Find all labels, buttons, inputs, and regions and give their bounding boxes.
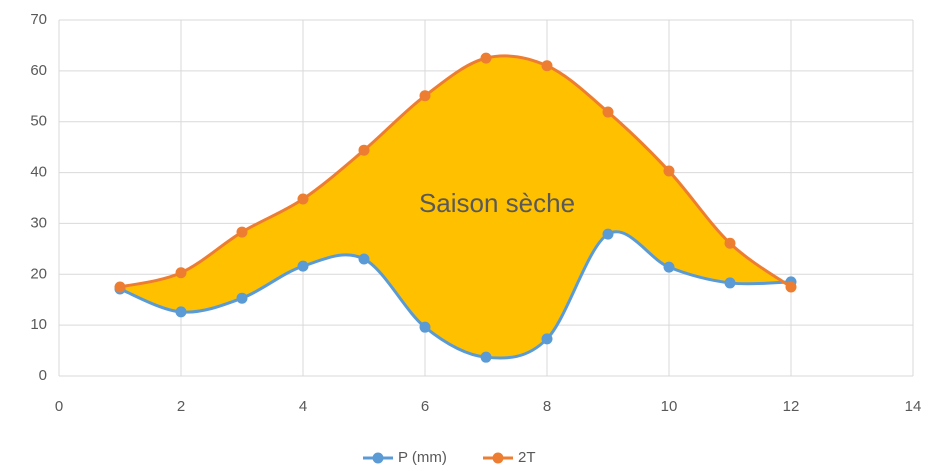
point bbox=[541, 60, 553, 72]
point bbox=[297, 193, 309, 205]
point bbox=[785, 281, 797, 293]
y-tick-label: 10 bbox=[30, 316, 47, 333]
point bbox=[724, 237, 736, 249]
legend-marker bbox=[492, 452, 504, 464]
x-tick-label: 2 bbox=[177, 398, 185, 415]
x-tick-label: 0 bbox=[55, 398, 63, 415]
point bbox=[175, 267, 187, 279]
x-tick-label: 12 bbox=[783, 398, 800, 415]
point bbox=[602, 106, 614, 118]
point bbox=[297, 260, 309, 272]
point bbox=[419, 90, 431, 102]
point bbox=[480, 351, 492, 363]
legend-label: P (mm) bbox=[398, 449, 447, 466]
x-tick-label: 10 bbox=[661, 398, 678, 415]
y-tick-label: 60 bbox=[30, 62, 47, 79]
x-tick-label: 6 bbox=[421, 398, 429, 415]
y-tick-label: 20 bbox=[30, 265, 47, 282]
point bbox=[663, 261, 675, 273]
point bbox=[114, 281, 126, 293]
y-tick-label: 40 bbox=[30, 164, 47, 181]
point bbox=[358, 144, 370, 156]
x-tick-label: 8 bbox=[543, 398, 551, 415]
y-tick-label: 0 bbox=[39, 367, 47, 384]
point bbox=[419, 321, 431, 333]
point bbox=[236, 226, 248, 238]
point bbox=[175, 306, 187, 318]
x-tick-label: 14 bbox=[905, 398, 922, 415]
y-tick-label: 50 bbox=[30, 113, 47, 130]
dry-season-area bbox=[120, 55, 791, 359]
point bbox=[724, 277, 736, 289]
point bbox=[358, 253, 370, 265]
legend-marker bbox=[372, 452, 384, 464]
y-tick-label: 70 bbox=[30, 11, 47, 28]
point bbox=[480, 52, 492, 64]
point bbox=[602, 228, 614, 240]
point bbox=[541, 333, 553, 345]
y-tick-label: 30 bbox=[30, 214, 47, 231]
legend-label: 2T bbox=[518, 449, 536, 466]
point bbox=[663, 165, 675, 177]
x-tick-label: 4 bbox=[299, 398, 307, 415]
point bbox=[236, 292, 248, 304]
annotation: Saison sèche bbox=[419, 188, 575, 218]
